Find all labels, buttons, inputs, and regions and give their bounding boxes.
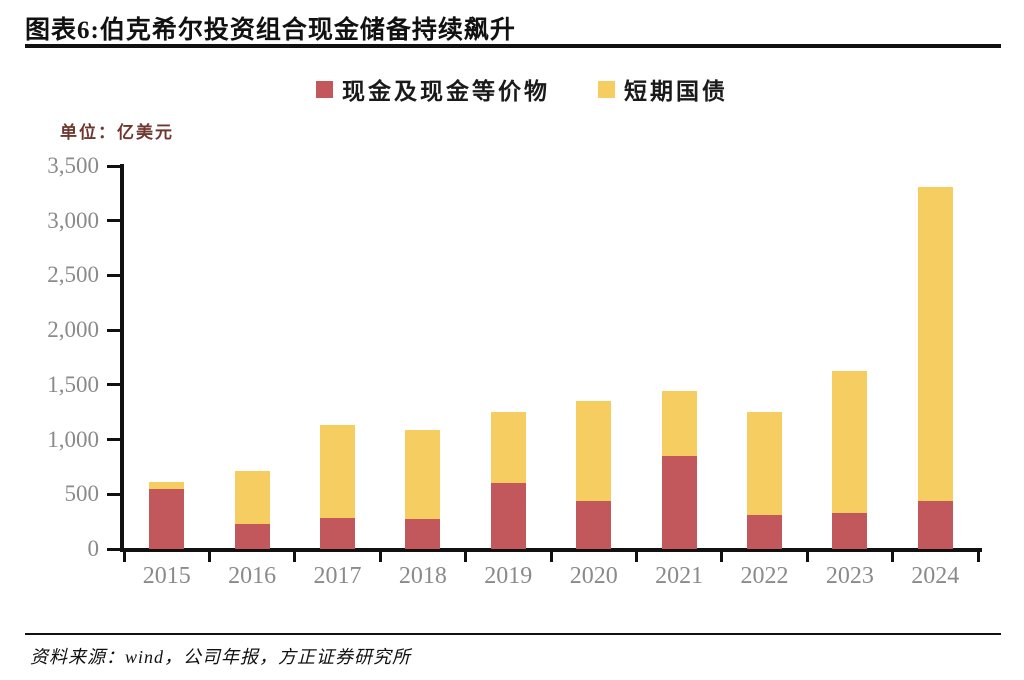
y-axis-line (120, 164, 124, 552)
x-axis-tick (207, 549, 211, 562)
y-axis-tick (107, 438, 120, 442)
x-axis-tick (122, 549, 126, 562)
source-note: 资料来源：wind，公司年报，方正证券研究所 (30, 647, 412, 667)
y-axis-tick-label: 500 (64, 481, 100, 507)
y-axis-tick-label: 2,500 (47, 262, 99, 288)
x-axis-label-2016: 2016 (228, 563, 277, 589)
legend-swatch-cash-icon (316, 80, 333, 98)
bar-segment-cash-2017 (320, 518, 355, 549)
y-axis-tick-label: 3,000 (47, 207, 99, 233)
bar-segment-tbills-2022 (747, 412, 782, 516)
x-axis-label-2018: 2018 (398, 563, 447, 589)
y-axis-tick-label: 1,500 (47, 371, 99, 397)
footer-divider (25, 633, 1001, 635)
y-axis-tick (107, 492, 120, 496)
x-axis-tick (720, 549, 724, 562)
y-axis-tick (107, 273, 120, 277)
y-axis-tick (107, 164, 120, 168)
bar-segment-tbills-2020 (576, 401, 612, 501)
x-axis-tick (891, 549, 895, 562)
x-axis-tick (464, 549, 468, 562)
y-axis-tick (107, 383, 120, 387)
bar-segment-tbills-2018 (405, 429, 441, 520)
bar-segment-cash-2019 (490, 483, 526, 549)
x-axis-label-2019: 2019 (484, 563, 533, 589)
y-axis-tick (107, 328, 120, 332)
x-axis-label-2015: 2015 (142, 563, 191, 589)
bar-segment-cash-2020 (576, 500, 612, 549)
legend-swatch-tbills-icon (598, 80, 615, 98)
x-axis-label-2021: 2021 (655, 563, 704, 589)
figure-title: 图表6:伯克希尔投资组合现金储备持续飙升 (25, 17, 516, 44)
x-axis-label-2017: 2017 (313, 563, 362, 589)
x-axis-tick (805, 549, 809, 562)
x-axis-tick (976, 549, 980, 562)
bar-segment-cash-2015 (149, 488, 185, 549)
y-axis-tick-label: 0 (87, 536, 100, 561)
bar-segment-cash-2016 (234, 523, 270, 549)
unit-label: 单位：亿美元 (60, 123, 174, 142)
bar-segment-tbills-2019 (490, 412, 526, 484)
y-axis-tick-label: 2,000 (47, 317, 99, 343)
x-axis-tick (293, 549, 297, 562)
legend-item-cash: 现金及现金等价物 (316, 72, 550, 106)
bar-segment-tbills-2017 (320, 425, 355, 519)
x-axis-label-2023: 2023 (825, 563, 874, 589)
y-axis-tick-label: 1,000 (47, 426, 99, 452)
legend-item-tbills: 短期国债 (598, 72, 728, 106)
bar-segment-tbills-2015 (149, 482, 185, 489)
chart-legend: 现金及现金等价物 短期国债 (0, 76, 1024, 104)
y-axis-tick (107, 547, 120, 551)
bar-segment-cash-2021 (661, 455, 697, 549)
bar-segment-tbills-2021 (661, 391, 697, 456)
bar-segment-cash-2024 (917, 500, 953, 549)
legend-label-cash: 现金及现金等价物 (342, 79, 550, 104)
bar-segment-tbills-2023 (832, 370, 868, 513)
bar-segment-tbills-2016 (234, 471, 270, 524)
y-axis-tick (107, 219, 120, 223)
x-axis-tick (549, 549, 553, 562)
bar-segment-cash-2022 (747, 515, 782, 549)
x-axis-label-2020: 2020 (569, 563, 618, 589)
legend-label-tbills: 短期国债 (624, 79, 728, 104)
bar-segment-cash-2018 (405, 519, 441, 549)
x-axis-tick (378, 549, 382, 562)
bar-segment-tbills-2024 (917, 186, 953, 501)
x-axis-tick (634, 549, 638, 562)
title-divider (25, 44, 1001, 48)
x-axis-label-2024: 2024 (911, 563, 960, 589)
bar-segment-cash-2023 (832, 512, 868, 549)
x-axis-label-2022: 2022 (740, 563, 789, 589)
y-axis-tick-label: 3,500 (47, 153, 99, 178)
